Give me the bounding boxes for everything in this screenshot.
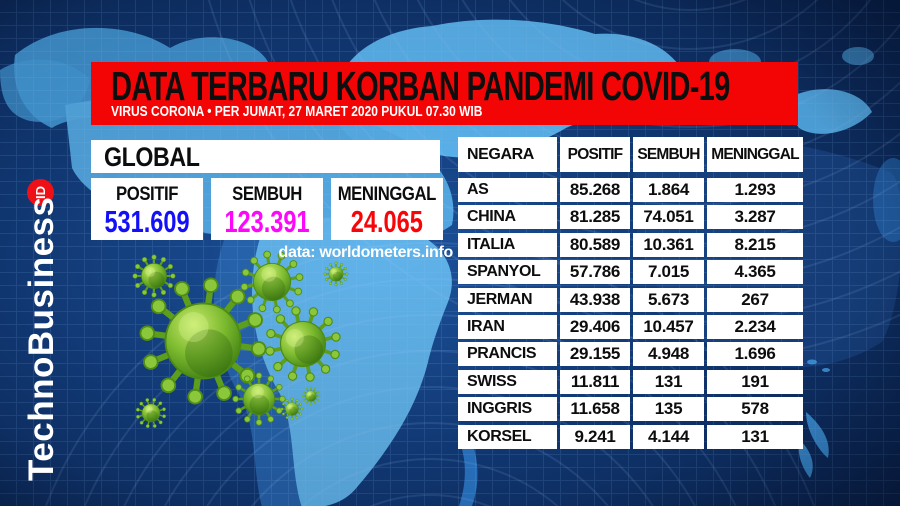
subheadline: VIRUS CORONA • PER JUMAT, 27 MARET 2020 …	[111, 103, 483, 120]
table-header-row: NEGARA POSITIF SEMBUH MENINGGAL	[458, 137, 803, 172]
sembuh-value: 10.361	[633, 232, 704, 257]
positif-value: 11.658	[560, 397, 630, 422]
meninggal-value: 131	[707, 424, 803, 449]
sembuh-value: 131	[633, 369, 704, 394]
sembuh-value: 10.457	[633, 314, 704, 339]
country-name: CHINA	[458, 205, 557, 230]
positif-value: 80.589	[560, 232, 630, 257]
sembuh-value: 5.673	[633, 287, 704, 312]
positif-value: 11.811	[560, 369, 630, 394]
positif-value: 9.241	[560, 424, 630, 449]
brand-logo: TechnoBusiness	[22, 196, 61, 481]
global-stats: POSITIF 531.609 SEMBUH 123.391 MENINGGAL…	[91, 178, 443, 240]
positif-value: 29.155	[560, 342, 630, 367]
table-row: SWISS 11.811 131 191	[458, 369, 803, 394]
positif-value: 81.285	[560, 205, 630, 230]
country-name: PRANCIS	[458, 342, 557, 367]
sembuh-value: 4.144	[633, 424, 704, 449]
table-row: CHINA 81.285 74.051 3.287	[458, 205, 803, 230]
global-section-title: GLOBAL	[91, 140, 440, 173]
meninggal-value: 4.365	[707, 260, 803, 285]
meninggal-value: 1.293	[707, 178, 803, 202]
sembuh-value: 4.948	[633, 342, 704, 367]
brand-id-badge: ID	[27, 179, 54, 206]
country-name: JERMAN	[458, 287, 557, 312]
table-row: JERMAN 43.938 5.673 267	[458, 287, 803, 312]
col-header-positif: POSITIF	[560, 137, 630, 172]
table-row: SPANYOL 57.786 7.015 4.365	[458, 260, 803, 285]
stat-label: SEMBUH	[232, 184, 303, 205]
meninggal-value: 2.234	[707, 314, 803, 339]
country-name: ITALIA	[458, 232, 557, 257]
country-name: SPANYOL	[458, 260, 557, 285]
country-name: SWISS	[458, 369, 557, 394]
table-row: ITALIA 80.589 10.361 8.215	[458, 232, 803, 257]
positif-value: 85.268	[560, 178, 630, 202]
country-name: INGGRIS	[458, 397, 557, 422]
global-section-label: GLOBAL	[104, 142, 200, 172]
country-table: NEGARA POSITIF SEMBUH MENINGGAL AS 85.26…	[458, 137, 803, 452]
data-source: data: worldometers.info	[278, 244, 454, 261]
sembuh-value: 74.051	[633, 205, 704, 230]
stat-card-positif: POSITIF 531.609	[91, 178, 204, 240]
stat-value-sembuh: 123.391	[224, 204, 310, 239]
meninggal-value: 1.696	[707, 342, 803, 367]
meninggal-value: 578	[707, 397, 803, 422]
country-name: IRAN	[458, 314, 557, 339]
sembuh-value: 1.864	[633, 178, 704, 202]
meninggal-value: 267	[707, 287, 803, 312]
header-banner: DATA TERBARU KORBAN PANDEMI COVID-19 VIR…	[91, 62, 798, 125]
meninggal-value: 3.287	[707, 205, 803, 230]
sembuh-value: 135	[633, 397, 704, 422]
meninggal-value: 8.215	[707, 232, 803, 257]
stat-value-positif: 531.609	[104, 204, 190, 239]
stat-card-meninggal: MENINGGAL 24.065	[331, 178, 443, 240]
table-row: KORSEL 9.241 4.144 131	[458, 424, 803, 449]
positif-value: 57.786	[560, 260, 630, 285]
stat-value-meninggal: 24.065	[350, 204, 423, 239]
meninggal-value: 191	[707, 369, 803, 394]
table-row: PRANCIS 29.155 4.948 1.696	[458, 342, 803, 367]
table-row: IRAN 29.406 10.457 2.234	[458, 314, 803, 339]
stat-label: POSITIF	[116, 184, 179, 205]
stat-label: MENINGGAL	[337, 184, 437, 205]
positif-value: 43.938	[560, 287, 630, 312]
country-name: KORSEL	[458, 424, 557, 449]
table-row: INGGRIS 11.658 135 578	[458, 397, 803, 422]
table-row: AS 85.268 1.864 1.293	[458, 178, 803, 202]
sembuh-value: 7.015	[633, 260, 704, 285]
col-header-sembuh: SEMBUH	[633, 137, 704, 172]
col-header-negara: NEGARA	[458, 137, 557, 172]
country-name: AS	[458, 178, 557, 202]
stat-card-sembuh: SEMBUH 123.391	[211, 178, 324, 240]
col-header-meninggal: MENINGGAL	[707, 137, 803, 172]
headline: DATA TERBARU KORBAN PANDEMI COVID-19	[111, 63, 730, 109]
positif-value: 29.406	[560, 314, 630, 339]
